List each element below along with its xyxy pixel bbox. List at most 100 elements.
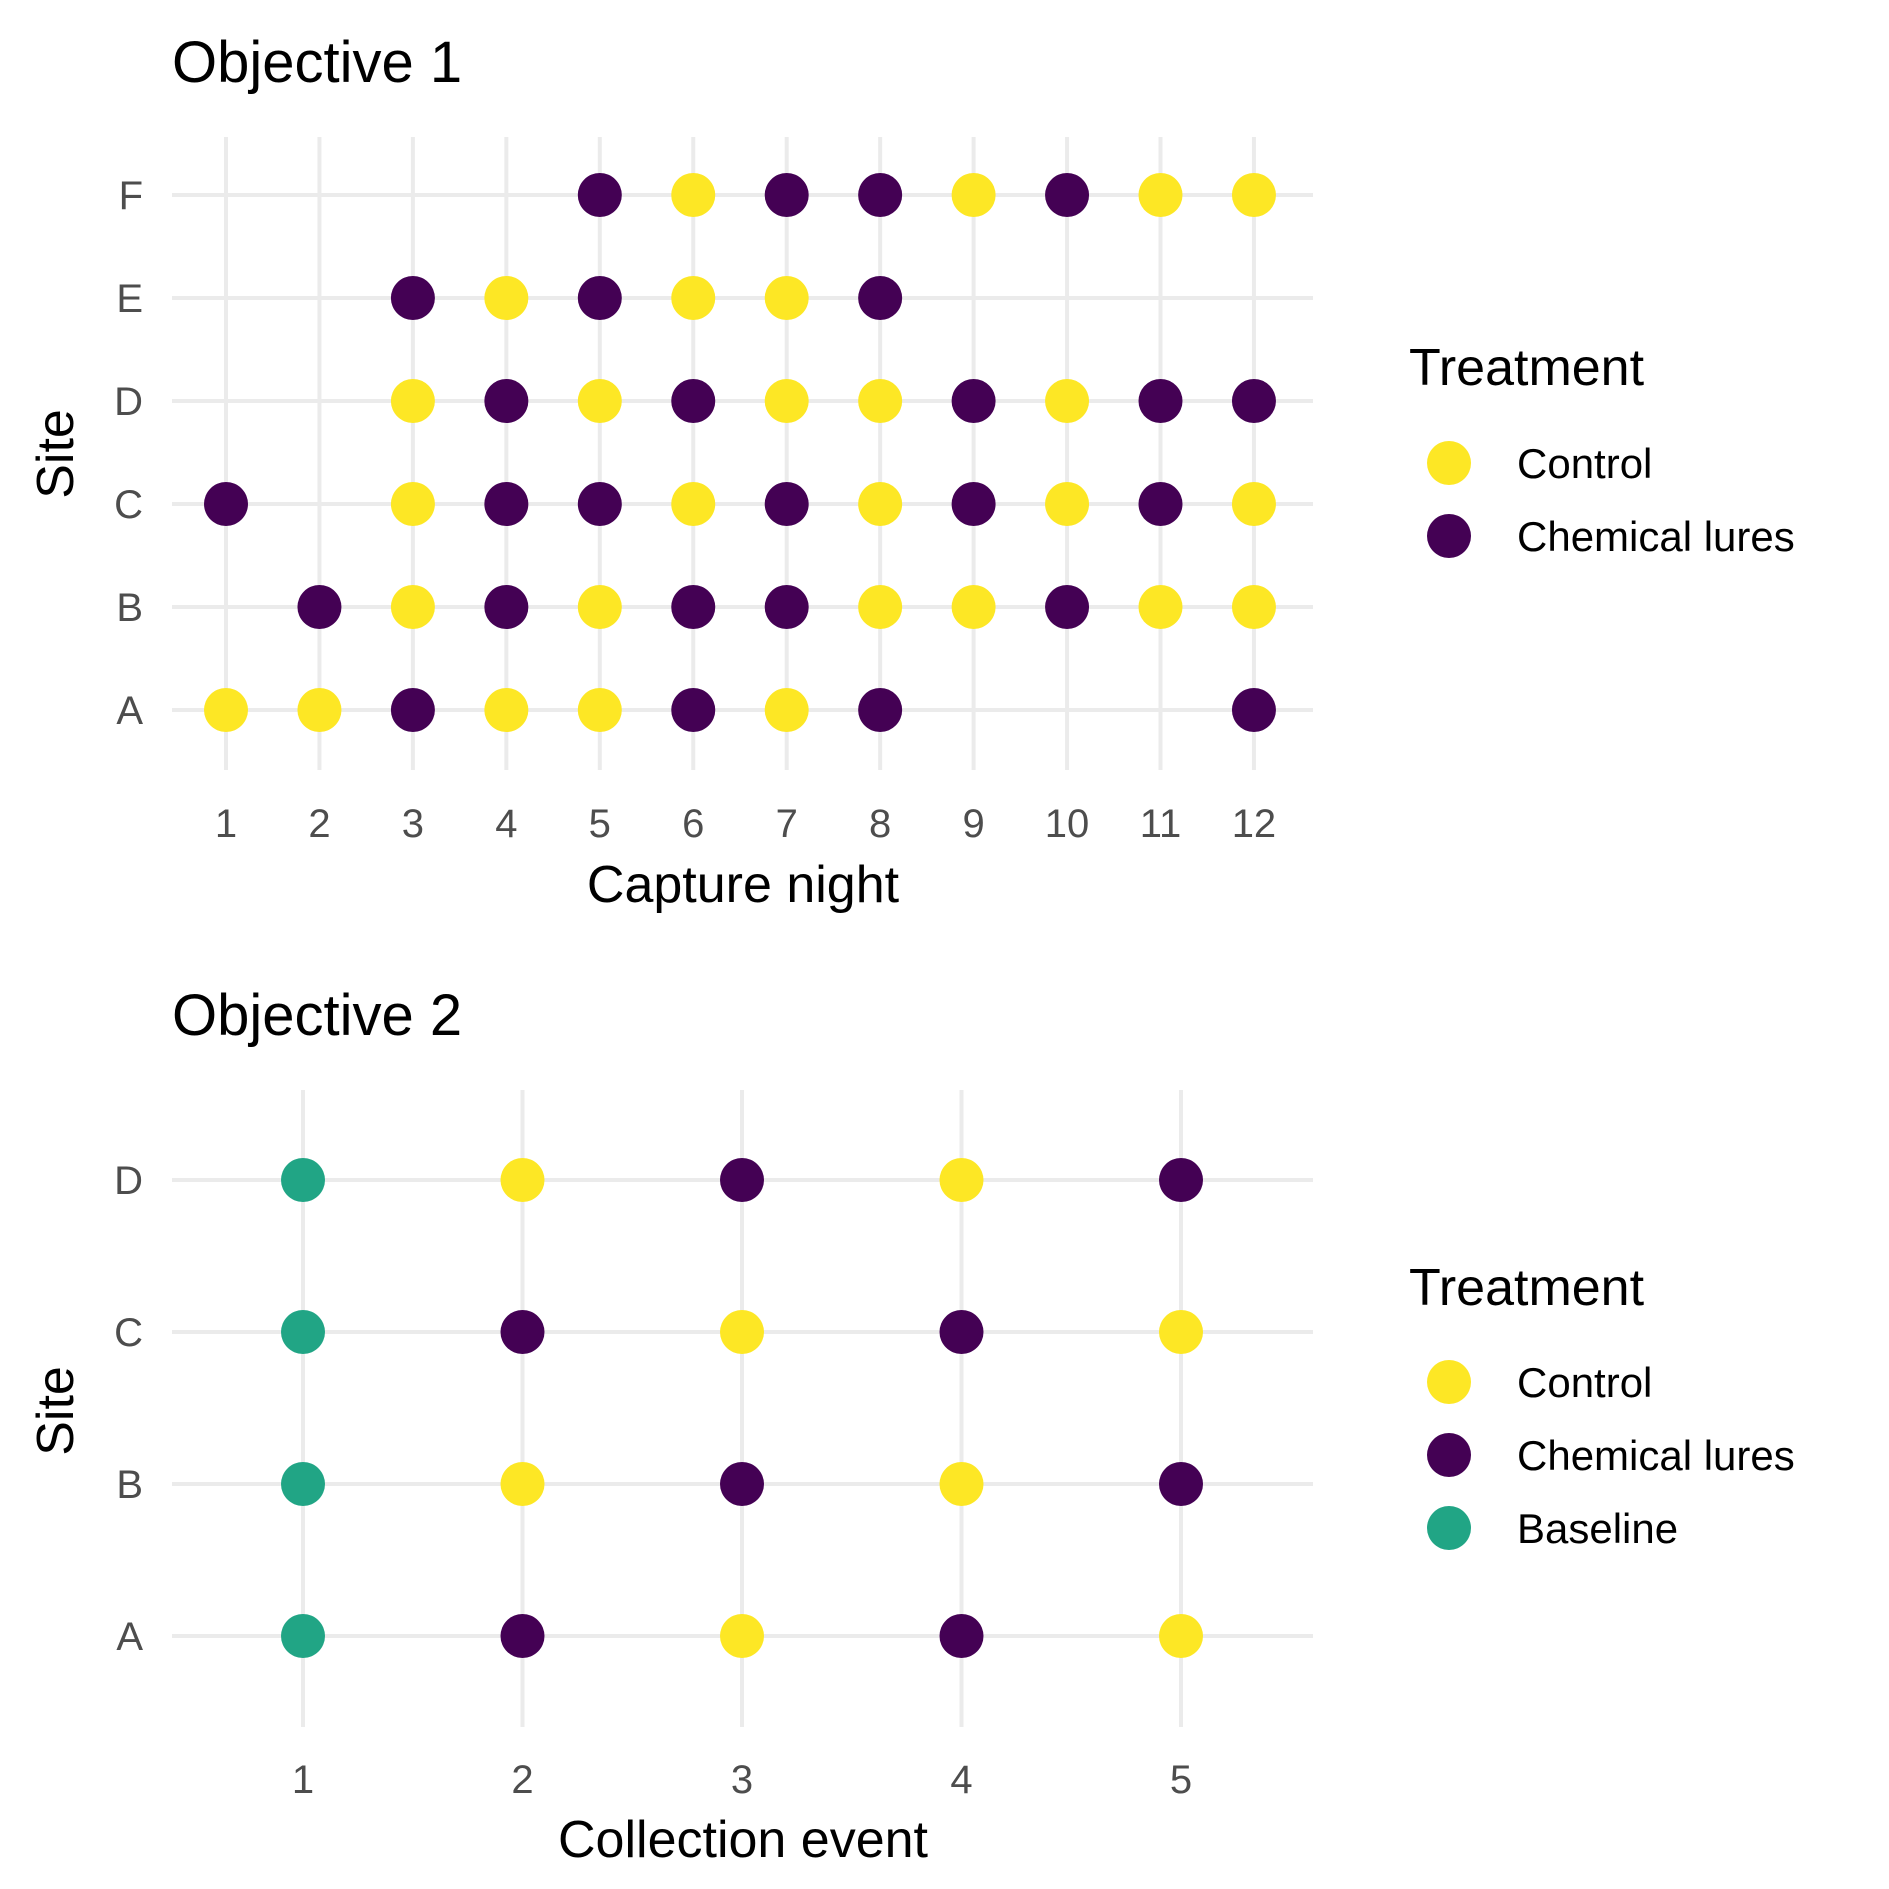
- legend-label: Baseline: [1517, 1505, 1678, 1552]
- x-tick-label: 9: [962, 802, 984, 846]
- data-point: [1231, 585, 1276, 629]
- data-point: [204, 482, 248, 526]
- data-point: [577, 585, 622, 629]
- x-tick-label: 1: [215, 802, 237, 846]
- data-point: [204, 688, 248, 732]
- legend-label: Control: [1517, 1359, 1652, 1406]
- x-tick-label: 2: [511, 1758, 533, 1802]
- data-point: [764, 173, 809, 217]
- y-tick-label: D: [114, 380, 143, 424]
- x-tick-label: 4: [495, 802, 517, 846]
- legend: Treatment Control Chemical lures Baseline: [1409, 1259, 1795, 1552]
- data-point: [500, 1310, 545, 1354]
- data-point: [1231, 688, 1276, 732]
- data-point: [858, 173, 903, 217]
- data-point: [671, 482, 716, 526]
- data-point: [390, 276, 435, 320]
- data-point: [764, 379, 809, 423]
- x-tick-label: 11: [1140, 802, 1182, 846]
- data-point: [281, 1462, 325, 1506]
- legend-key: [1427, 514, 1471, 558]
- legend-label: Chemical lures: [1517, 1432, 1795, 1479]
- data-point: [720, 1614, 764, 1658]
- legend-label: Control: [1517, 440, 1652, 487]
- y-tick-label: A: [116, 689, 143, 733]
- data-point: [1045, 173, 1090, 217]
- grid-lines: [172, 137, 1313, 770]
- x-axis-title: Collection event: [558, 1811, 929, 1869]
- data-point: [1159, 1462, 1203, 1506]
- x-tick-label: 12: [1232, 802, 1277, 846]
- data-points: [281, 1158, 1203, 1658]
- data-point: [939, 1158, 984, 1202]
- data-point: [1138, 173, 1183, 217]
- x-tick-label: 5: [589, 802, 611, 846]
- legend-label: Chemical lures: [1517, 513, 1795, 560]
- x-tick-label: 3: [731, 1758, 753, 1802]
- legend-title: Treatment: [1409, 1259, 1645, 1317]
- data-point: [764, 585, 809, 629]
- x-tick-label: 8: [869, 802, 891, 846]
- chart-title: Objective 2: [172, 983, 462, 1048]
- data-point: [1138, 482, 1183, 526]
- data-point: [858, 688, 903, 732]
- data-point: [484, 379, 529, 423]
- y-tick-labels: A B C D E F: [114, 174, 143, 733]
- y-tick-labels: A B C D: [114, 1159, 143, 1659]
- data-point: [764, 688, 809, 732]
- data-point: [858, 379, 903, 423]
- data-point: [297, 585, 342, 629]
- data-point: [281, 1614, 325, 1658]
- data-point: [720, 1158, 764, 1202]
- data-point: [858, 585, 903, 629]
- data-point: [720, 1310, 764, 1354]
- legend-key: [1427, 1433, 1471, 1477]
- y-tick-label: E: [116, 277, 143, 321]
- legend-key: [1427, 1360, 1471, 1404]
- data-point: [577, 688, 622, 732]
- data-point: [939, 1310, 984, 1354]
- data-point: [939, 1614, 984, 1658]
- y-tick-label: D: [114, 1159, 143, 1203]
- x-axis-title: Capture night: [587, 856, 900, 914]
- x-tick-label: 6: [682, 802, 704, 846]
- data-point: [390, 585, 435, 629]
- data-point: [671, 688, 716, 732]
- data-point: [484, 482, 529, 526]
- data-point: [1231, 482, 1276, 526]
- x-tick-label: 4: [950, 1758, 972, 1802]
- data-point: [390, 688, 435, 732]
- x-tick-label: 7: [776, 802, 798, 846]
- data-point: [1045, 585, 1090, 629]
- data-point: [577, 379, 622, 423]
- data-point: [764, 276, 809, 320]
- data-point: [671, 173, 716, 217]
- data-point: [671, 585, 716, 629]
- y-axis-title: Site: [27, 1366, 85, 1456]
- data-point: [939, 1462, 984, 1506]
- x-tick-label: 10: [1045, 802, 1090, 846]
- data-point: [577, 482, 622, 526]
- legend: Treatment Control Chemical lures: [1409, 339, 1795, 560]
- data-point: [671, 379, 716, 423]
- data-point: [764, 482, 809, 526]
- data-point: [1045, 482, 1090, 526]
- data-point: [951, 173, 996, 217]
- data-point: [500, 1614, 545, 1658]
- data-point: [577, 173, 622, 217]
- legend-title: Treatment: [1409, 339, 1645, 397]
- data-point: [281, 1310, 325, 1354]
- data-point: [1159, 1310, 1203, 1354]
- x-tick-labels: 1 2 3 4 5 6 7 8 9 10 11 12: [215, 802, 1276, 846]
- data-point: [1231, 379, 1276, 423]
- data-point: [484, 688, 529, 732]
- y-axis-title: Site: [27, 409, 85, 499]
- x-tick-label: 5: [1170, 1758, 1192, 1802]
- data-point: [500, 1462, 545, 1506]
- y-tick-label: B: [116, 586, 143, 630]
- y-tick-label: C: [114, 1311, 143, 1355]
- data-point: [1138, 585, 1183, 629]
